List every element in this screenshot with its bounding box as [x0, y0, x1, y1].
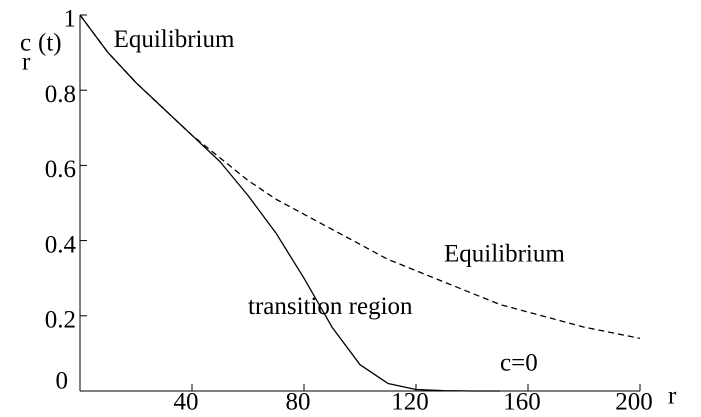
y-axis-label: c [20, 30, 31, 57]
annotation: Equilibrium [444, 240, 565, 267]
y-tick-label: 1 [64, 6, 77, 33]
series-line [79, 14, 641, 339]
x-axis-label: r [668, 383, 677, 410]
x-tick-label: 120 [391, 389, 429, 416]
annotation: transition region [248, 293, 413, 320]
y-axis-label-suffix: (t) [38, 30, 62, 57]
x-tick-label: 160 [503, 389, 541, 416]
y-tick-label: 0.6 [45, 156, 76, 183]
x-tick-label: 40 [174, 389, 199, 416]
x-tick-label: 80 [286, 389, 311, 416]
annotation: c=0 [500, 349, 538, 376]
y-axis-label-sub: r [22, 49, 31, 76]
annotation: Equilibrium [114, 26, 235, 53]
x-tick-label: 200 [615, 389, 653, 416]
y-tick-label: 0.4 [45, 231, 77, 258]
y-tick-label: 0.8 [45, 81, 76, 108]
series-line [79, 14, 500, 392]
x-tick-label: 0 [56, 368, 69, 395]
y-tick-label: 0.2 [45, 307, 76, 334]
